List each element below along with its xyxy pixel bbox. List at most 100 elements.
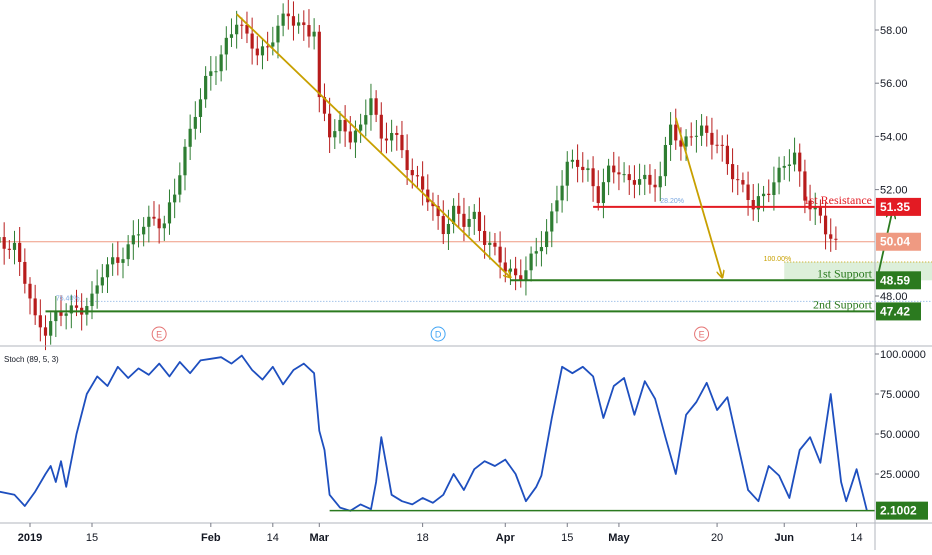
candle-body — [446, 223, 451, 235]
candle-body — [198, 99, 203, 117]
candle-body — [167, 202, 172, 224]
candle-body — [741, 180, 745, 185]
candle-body — [452, 205, 456, 224]
candle-body — [281, 13, 285, 26]
candle-body — [193, 116, 197, 129]
candle-body — [467, 218, 471, 227]
candle-body — [503, 262, 507, 272]
candle-body — [343, 119, 347, 132]
candle-body — [400, 134, 404, 151]
candle-body — [550, 211, 554, 232]
candle-body — [772, 182, 776, 195]
time-axis-label: 2019 — [18, 532, 42, 544]
candle-body — [756, 196, 761, 210]
candle-body — [663, 144, 668, 177]
candle-body — [829, 234, 833, 239]
candle-body — [787, 164, 792, 166]
stochastic-pane[interactable]: Stoch (89, 5, 3) — [0, 354, 875, 512]
candle-body — [777, 167, 781, 183]
candle-body — [49, 321, 53, 336]
stoch-axis-label: 25.0000 — [880, 469, 920, 481]
candle-body — [699, 125, 704, 136]
candle-body — [415, 175, 420, 177]
candle-body — [601, 182, 606, 204]
candle-body — [209, 71, 213, 76]
candle-body — [746, 184, 750, 200]
time-axis-label: Mar — [310, 532, 330, 544]
candle-body — [95, 285, 99, 294]
candle-body — [508, 268, 513, 272]
candle-body — [514, 268, 518, 276]
event-marker-letter: E — [699, 330, 705, 340]
candle-body — [142, 226, 146, 235]
price-axis-label: 52.00 — [880, 185, 908, 197]
candle-body — [668, 124, 673, 145]
time-axis-label: 15 — [86, 532, 98, 544]
candle-body — [302, 22, 306, 26]
candle-body — [38, 315, 42, 328]
candle-body — [111, 257, 115, 265]
candle-body — [322, 97, 327, 114]
price-axis-label: 58.00 — [880, 25, 908, 37]
price-axis-label: 54.00 — [880, 131, 908, 143]
candle-body — [240, 24, 244, 26]
stoch-line — [0, 354, 868, 512]
candle-body — [255, 48, 259, 56]
candle-body — [565, 161, 569, 186]
candle-body — [379, 114, 383, 139]
candle-body — [462, 213, 466, 227]
candle-body — [116, 257, 120, 263]
earnings-marker[interactable] — [694, 326, 710, 342]
candle-body — [312, 31, 316, 37]
candle-body — [54, 310, 58, 322]
candle-body — [545, 231, 549, 248]
candle-body — [539, 247, 544, 252]
candle-body — [736, 179, 740, 181]
earnings-marker[interactable] — [151, 326, 167, 342]
candle-body — [364, 115, 368, 125]
candle-body — [328, 113, 332, 138]
candle-body — [131, 235, 135, 245]
candle-body — [338, 119, 342, 132]
time-axis-label: Feb — [201, 532, 221, 544]
candle-body — [286, 13, 290, 17]
time-axis-label: 14 — [267, 532, 279, 544]
time-axis-label: May — [608, 532, 630, 544]
price-axis-label: 48.00 — [880, 291, 908, 303]
time-axis-label: Apr — [496, 532, 516, 544]
candle-body — [751, 199, 755, 210]
candle-body — [121, 259, 125, 263]
candle-body — [105, 264, 110, 278]
resistance-price-badge-bg — [876, 197, 921, 216]
candle-body — [483, 230, 487, 245]
candle-body — [581, 166, 585, 171]
event-marker-letter: E — [156, 330, 162, 340]
candle-body — [157, 218, 161, 229]
candle-body — [606, 165, 611, 183]
candle-body — [307, 25, 311, 37]
candle-body — [586, 168, 590, 171]
candle-body — [767, 193, 771, 195]
dividend-marker[interactable] — [430, 326, 446, 342]
price-pane[interactable]: 1st Resistance 1st Support 2nd Support 28.2… — [0, 0, 932, 351]
candle-body — [622, 174, 626, 176]
support1-price-badge: 48.59 — [880, 273, 910, 287]
event-marker-letter: D — [435, 330, 442, 340]
price-axis-label: 56.00 — [880, 78, 908, 90]
candle-body — [395, 132, 399, 135]
candle-body — [705, 125, 709, 133]
candle-body — [384, 138, 389, 141]
candle-body — [59, 310, 63, 316]
candle-body — [596, 186, 600, 204]
candle-body — [85, 306, 89, 315]
candle-body — [627, 174, 631, 181]
candle-body — [612, 165, 616, 173]
candle-body — [369, 98, 373, 116]
candle-body — [782, 165, 786, 168]
candle-body — [183, 146, 187, 176]
time-axis-label: 18 — [416, 532, 428, 544]
candle-body — [684, 136, 688, 147]
candle-body — [359, 124, 363, 131]
candle-body — [560, 185, 564, 201]
